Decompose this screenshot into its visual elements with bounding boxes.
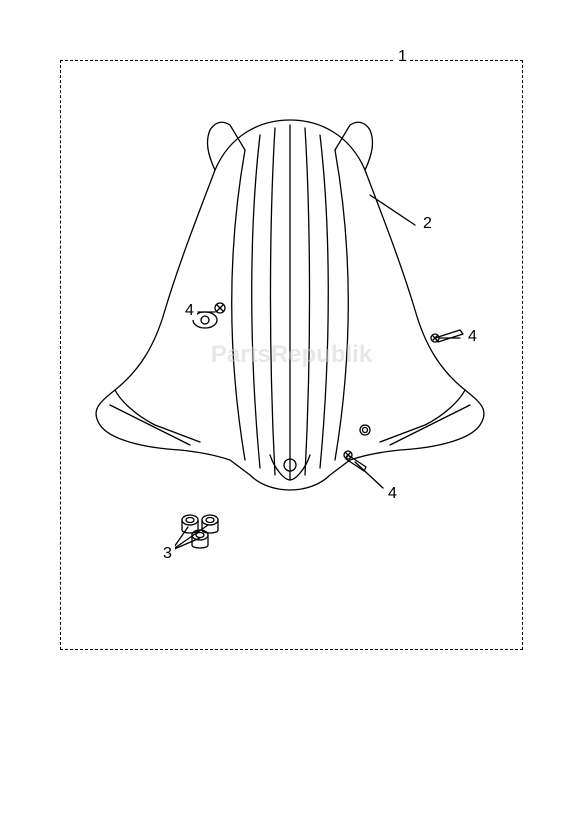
callout-4c: 4 xyxy=(385,485,400,503)
part-drawing xyxy=(60,60,523,650)
callout-1: 1 xyxy=(395,48,410,66)
callout-3: 3 xyxy=(160,545,175,563)
callout-4a: 4 xyxy=(182,302,197,320)
diagram-container: PartsRepublik 1 2 3 4 4 4 xyxy=(60,60,523,650)
callout-2: 2 xyxy=(420,215,435,233)
callout-4b: 4 xyxy=(465,328,480,346)
